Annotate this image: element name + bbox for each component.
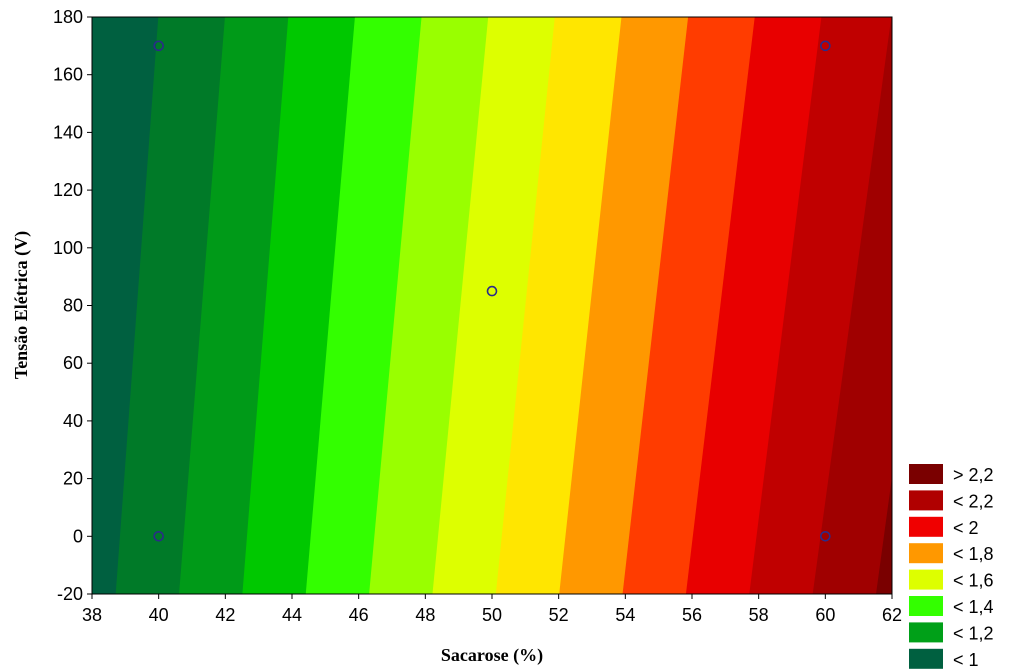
legend-swatch xyxy=(909,490,943,511)
x-tick-label: 42 xyxy=(215,605,235,625)
legend-label: < 1 xyxy=(953,650,979,669)
y-tick-label: 180 xyxy=(53,7,83,27)
x-axis-title: Sacarose (%) xyxy=(441,645,543,666)
x-tick-label: 48 xyxy=(415,605,435,625)
legend-label: < 2 xyxy=(953,518,979,538)
contour-bands xyxy=(92,17,892,594)
y-tick-label: 120 xyxy=(53,180,83,200)
y-tick-label: 0 xyxy=(73,526,83,546)
legend-swatch xyxy=(909,464,943,484)
design-point xyxy=(820,40,831,52)
x-axis: 38 40 42 44 46 48 50 52 54 56 58 60 62 xyxy=(82,594,902,625)
design-point xyxy=(486,285,498,297)
y-axis-title: Tensão Elétrica (V) xyxy=(11,231,32,379)
y-tick-label: 80 xyxy=(63,296,83,316)
design-points xyxy=(153,40,831,542)
y-tick-label: 60 xyxy=(63,353,83,373)
legend-swatch xyxy=(909,622,943,643)
legend-label: < 1,2 xyxy=(953,623,994,643)
legend-swatch xyxy=(909,516,943,537)
legend-label: < 1,4 xyxy=(953,597,994,617)
legend-label: < 1,6 xyxy=(953,571,994,591)
legend-label: < 1,8 xyxy=(953,544,994,564)
y-tick-label: 100 xyxy=(53,238,83,258)
y-tick-label: 40 xyxy=(63,411,83,431)
legend-swatch xyxy=(909,569,943,590)
legend-label: > 2,2 xyxy=(953,465,994,485)
design-point xyxy=(820,530,831,542)
x-tick-label: 44 xyxy=(282,605,302,625)
y-tick-label: 20 xyxy=(63,469,83,489)
contour-band xyxy=(876,476,892,594)
x-tick-label: 54 xyxy=(615,605,635,625)
design-point xyxy=(153,40,164,52)
x-tick-label: 56 xyxy=(682,605,702,625)
x-tick-label: 50 xyxy=(482,605,502,625)
y-tick-label: -20 xyxy=(57,584,83,604)
x-tick-label: 40 xyxy=(149,605,169,625)
x-tick-label: 62 xyxy=(882,605,902,625)
x-tick-label: 60 xyxy=(815,605,835,625)
x-tick-label: 38 xyxy=(82,605,102,625)
y-tick-label: 140 xyxy=(53,122,83,142)
x-tick-label: 46 xyxy=(349,605,369,625)
legend-label: < 2,2 xyxy=(953,491,994,511)
y-axis: -20 0 20 40 60 80 100 120 140 160 180 xyxy=(53,7,92,604)
legend-swatch xyxy=(909,648,943,669)
x-tick-label: 58 xyxy=(749,605,769,625)
y-tick-label: 160 xyxy=(53,65,83,85)
legend: > 2,2 < 2,2 < 2 < 1,8 < 1,6 < 1,4 < 1,2 < 1 xyxy=(909,464,994,669)
design-point xyxy=(153,530,164,542)
contour-band xyxy=(812,17,892,594)
x-tick-label: 52 xyxy=(549,605,569,625)
legend-swatch xyxy=(909,543,943,564)
legend-swatch xyxy=(909,596,943,616)
